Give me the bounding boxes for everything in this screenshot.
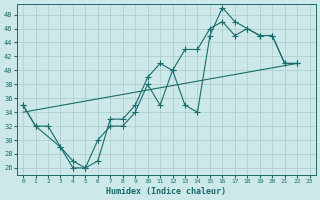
X-axis label: Humidex (Indice chaleur): Humidex (Indice chaleur) [106,187,226,196]
